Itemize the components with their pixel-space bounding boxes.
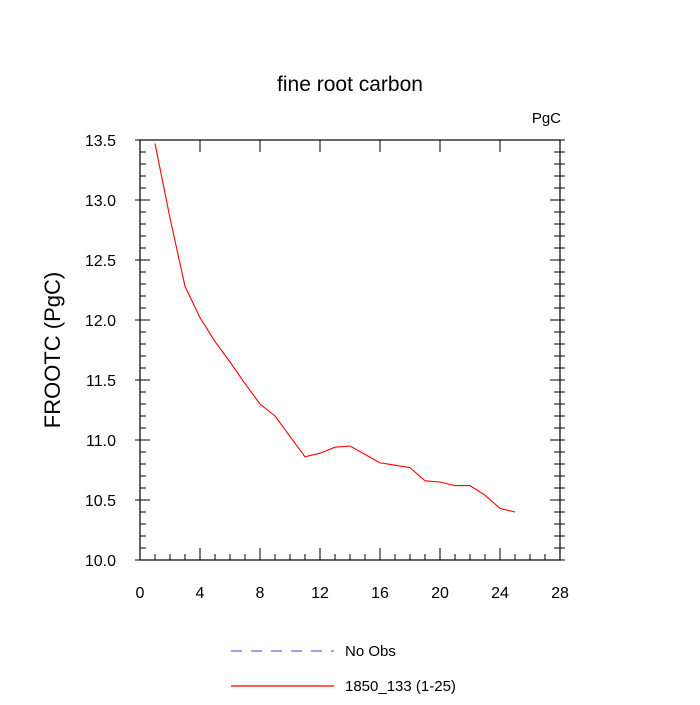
y-tick-label: 10.5 (85, 493, 116, 510)
x-tick-label: 4 (196, 585, 205, 602)
chart-title: fine root carbon (277, 73, 423, 96)
series-layer (154, 143, 516, 513)
x-tick-label: 16 (371, 585, 389, 602)
y-tick-label: 12.5 (85, 253, 116, 270)
units-label: PgC (532, 110, 561, 127)
y-tick-label: 13.0 (85, 193, 116, 210)
x-tick-label: 28 (551, 585, 569, 602)
legend-label: No Obs (345, 643, 396, 660)
legend-label: 1850_133 (1-25) (345, 678, 456, 695)
series-line (154, 143, 516, 513)
x-tick-label: 8 (256, 585, 265, 602)
legend: No Obs 1850_133 (1-25) (231, 643, 456, 695)
y-tick-label: 11.5 (86, 373, 116, 390)
plot-frame (139, 139, 561, 561)
y-tick-label: 11.0 (86, 433, 116, 450)
y-axis-label: FROOTC (PgC) (40, 272, 65, 428)
y-tick-label: 12.0 (85, 313, 116, 330)
x-tick-label: 24 (491, 585, 509, 602)
y-tick-label: 10.0 (85, 553, 116, 570)
y-tick-label: 13.5 (85, 133, 116, 150)
x-tick-label: 0 (136, 585, 145, 602)
x-tick-label: 12 (311, 585, 329, 602)
axis-ticks: 0 4 8 12 16 20 24 28 10.0 10.5 11.0 11.5 12.0 12.5 13.… (85, 133, 569, 602)
x-tick-label: 20 (431, 585, 449, 602)
